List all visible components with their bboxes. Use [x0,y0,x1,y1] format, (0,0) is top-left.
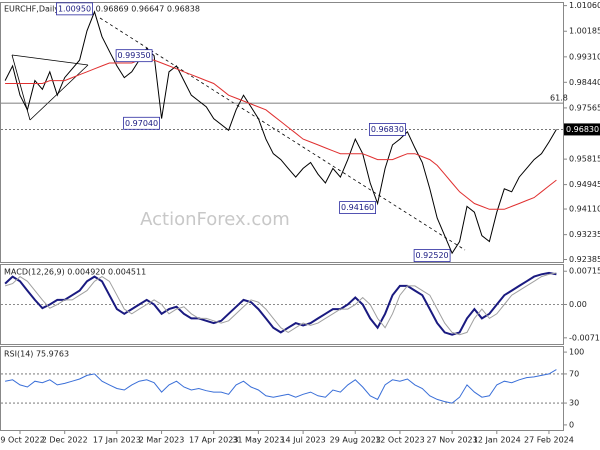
annotation-box [56,2,93,16]
annotation-label: 0.97040 [125,119,158,128]
last-price-label: 0.96830 [566,125,599,134]
x-tick-label: 2 Dec 2022 [42,436,88,445]
rsi-panel [0,346,564,431]
y-tick-label: 0.99310 [569,52,600,61]
y-tick-label: -0.007173 [569,333,600,342]
y-tick-label: 1.01060 [569,1,600,10]
last-price-box [564,123,600,136]
level-label: 61.8 [550,94,568,103]
annotation-box [115,49,153,63]
trendline [11,54,89,66]
annotation-box [368,123,406,136]
chart-subtitle: 0.96817 0.96869 0.96647 0.96838 [60,5,200,14]
watermark: ActionForex.com [140,209,290,230]
y-tick-label: 0.93235 [569,230,600,239]
annotation-label: 0.94160 [341,203,374,212]
series-line [4,272,557,336]
x-tick-label: 14 Jul 2023 [280,436,325,445]
y-tick-label: 0.92385 [569,255,600,264]
annotation-box [123,116,160,130]
x-tick-label: 27 Nov 2023 [426,436,477,445]
annotation-box [339,201,377,214]
panel-title: MACD(12,26,9) 0.004920 0.004511 [4,268,146,277]
annotation-label: 0.96830 [371,125,404,134]
x-tick-label: 2 Mar 2023 [139,436,185,445]
series-line [5,59,557,210]
series-line [4,10,557,255]
y-tick-label: 30 [569,399,579,408]
x-tick-label: 12 Oct 2023 [375,436,424,445]
x-tick-label: 19 Oct 2022 [0,436,45,445]
price-panel [0,2,564,263]
y-tick-label: 0.97565 [569,103,600,112]
x-tick-label: 27 Feb 2024 [524,436,574,445]
annotation-box [413,249,451,262]
x-tick-label: 12 Jan 2024 [473,436,521,445]
y-tick-label: 0 [569,420,574,429]
trendline [29,64,89,121]
series-line [5,369,557,404]
channel-line [99,17,466,251]
annotation-label: 0.99350 [118,51,151,60]
x-tick-label: 17 Jan 2023 [93,436,141,445]
y-tick-label: 0.007159 [569,267,600,276]
y-tick-label: 0.94110 [569,205,600,214]
x-tick-label: 31 May 2023 [232,436,284,445]
chart-title: EURCHF,Daily [4,5,59,14]
x-tick-label: 29 Aug 2023 [330,436,381,445]
panel-title: RSI(14) 75.9763 [4,350,69,359]
y-tick-label: 100 [569,348,584,357]
y-tick-label: 1.00185 [569,27,600,36]
x-tick-label: 17 Apr 2023 [189,436,238,445]
y-tick-label: 0.98440 [569,78,600,87]
annotation-label: 0.92520 [416,251,449,260]
series-line [4,271,557,336]
y-tick-label: 70 [569,369,579,378]
annotation-label: 1.00950 [58,4,91,13]
y-tick-label: 0.94945 [569,180,600,189]
y-tick-label: 0.95815 [569,155,600,164]
y-tick-label: 0.00 [569,300,587,309]
